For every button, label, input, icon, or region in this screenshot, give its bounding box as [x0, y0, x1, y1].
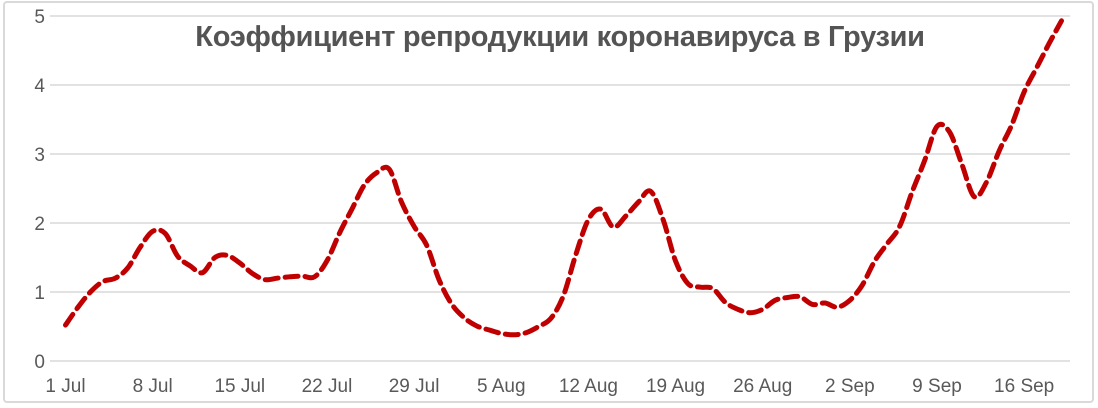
x-tick-label: 22 Jul — [302, 376, 353, 397]
data-series-line — [63, 18, 1064, 338]
x-tick-label: 26 Aug — [733, 376, 792, 397]
y-tick-label: 2 — [34, 214, 45, 235]
y-tick-label: 5 — [34, 7, 45, 28]
x-tick-label: 15 Jul — [214, 376, 265, 397]
x-tick-label: 12 Aug — [559, 376, 618, 397]
x-tick-label: 9 Sep — [912, 376, 962, 397]
x-tick-label: 5 Aug — [477, 376, 526, 397]
x-tick-label: 8 Jul — [133, 376, 173, 397]
chart-border-frame — [3, 1, 1094, 403]
y-axis-labels: 0 1 2 3 4 5 — [34, 7, 45, 373]
x-tick-label: 16 Sep — [994, 376, 1054, 397]
y-tick-label: 3 — [34, 145, 45, 166]
y-tick-label: 4 — [34, 76, 45, 97]
x-axis-labels: 1 Jul 8 Jul 15 Jul 22 Jul 29 Jul 5 Aug 12 Aug 1… — [45, 376, 1054, 397]
gridlines — [50, 15, 1070, 362]
x-tick-label: 1 Jul — [45, 376, 85, 397]
x-tick-label: 29 Jul — [389, 376, 440, 397]
x-tick-label: 2 Sep — [825, 376, 875, 397]
y-tick-label: 0 — [34, 352, 45, 373]
x-tick-label: 19 Aug — [646, 376, 705, 397]
chart-title: Коэффициент репродукции коронавируса в Г… — [195, 21, 925, 53]
y-tick-label: 1 — [34, 283, 45, 304]
